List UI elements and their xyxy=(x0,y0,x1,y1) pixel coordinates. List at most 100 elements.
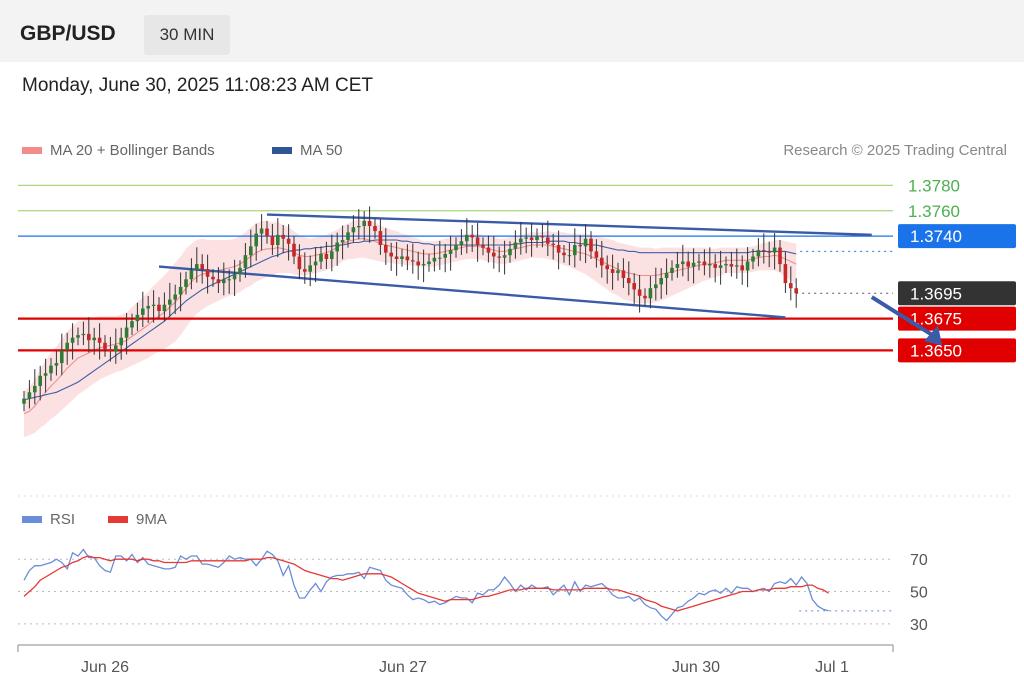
candle-body xyxy=(513,242,518,249)
legend-rsi: RSI xyxy=(22,511,75,528)
candle-body xyxy=(519,238,523,243)
support-label-box xyxy=(898,306,1016,331)
candle-body xyxy=(405,256,410,261)
candle-body xyxy=(211,276,215,280)
rsi-ma-line xyxy=(23,555,829,612)
candle-body xyxy=(562,252,566,256)
candle-body xyxy=(637,289,642,296)
candle-body xyxy=(567,255,572,257)
forecast-arrow-head xyxy=(924,325,942,346)
candle-body xyxy=(103,342,107,350)
candle-body xyxy=(60,350,64,364)
candle-body xyxy=(81,333,86,336)
candle-body xyxy=(481,245,485,248)
legend-ma50-label: MA 50 xyxy=(300,142,343,159)
candle-body xyxy=(556,245,561,253)
candle-body xyxy=(708,264,712,266)
candle-body xyxy=(357,226,361,228)
candle-body xyxy=(789,283,793,289)
candle-body xyxy=(146,305,150,309)
ma20-line xyxy=(23,238,797,415)
candle-body xyxy=(276,234,280,246)
candle-body xyxy=(421,264,426,266)
candle-body xyxy=(222,279,226,284)
candle-body xyxy=(265,228,269,237)
candle-body xyxy=(33,385,37,393)
pivot-label: 1.3740 xyxy=(910,227,962,246)
candle-body xyxy=(691,262,696,267)
candle-body xyxy=(508,248,512,256)
candle-body xyxy=(270,236,275,246)
candle-body xyxy=(448,250,453,254)
candle-body xyxy=(438,257,442,259)
candle-body xyxy=(643,295,647,299)
candle-body xyxy=(524,237,528,239)
candle-body xyxy=(486,247,491,253)
resistance-label: 1.3760 xyxy=(908,202,960,221)
candle-body xyxy=(367,220,372,226)
legend-rsi-label: RSI xyxy=(50,511,76,528)
support-label: 1.3675 xyxy=(910,310,962,329)
candle-body xyxy=(756,250,761,257)
candle-body xyxy=(254,233,258,247)
candle-body xyxy=(713,264,717,268)
candle-body xyxy=(427,261,431,265)
candle-body xyxy=(216,279,221,284)
candle-body xyxy=(470,234,474,238)
candle-body xyxy=(76,335,80,338)
candle-body xyxy=(54,363,59,366)
candle-body xyxy=(119,337,123,346)
datetime-label: Monday, June 30, 2025 11:08:23 AM CET xyxy=(22,75,374,96)
candle-body xyxy=(718,265,723,268)
candle-body xyxy=(616,270,620,273)
candle-body xyxy=(573,245,577,256)
candle-body xyxy=(648,288,653,299)
candle-body xyxy=(178,286,183,295)
candle-body xyxy=(227,279,231,281)
candle-body xyxy=(286,238,291,244)
candle-body xyxy=(627,278,631,284)
candle-body xyxy=(578,245,582,247)
candle-body xyxy=(43,373,48,376)
candle-body xyxy=(497,256,501,258)
candle-body xyxy=(740,265,744,271)
candle-body xyxy=(189,270,194,280)
candle-body xyxy=(351,227,356,233)
candle-body xyxy=(794,288,798,294)
candle-body xyxy=(724,264,728,266)
candle-body xyxy=(697,261,701,263)
candle-body xyxy=(238,267,242,275)
candle-body xyxy=(162,304,167,312)
candle-body xyxy=(87,333,91,341)
candle-body xyxy=(594,251,599,258)
timeframe-badge[interactable]: 30 MIN xyxy=(144,15,230,55)
candle-body xyxy=(432,257,437,262)
legend-9ma: 9MA xyxy=(108,511,167,528)
rsi-tick-label: 50 xyxy=(910,585,928,602)
candle-body xyxy=(297,256,302,270)
candle-body xyxy=(335,242,339,252)
candle-body xyxy=(502,255,507,258)
candle-body xyxy=(173,294,177,300)
ma50-swatch xyxy=(272,147,292,154)
trend-channel-lower xyxy=(158,265,786,319)
candle-body xyxy=(778,247,782,265)
current-label: 1.3695 xyxy=(910,284,962,303)
candle-body xyxy=(49,365,53,374)
forecast-arrow-shaft xyxy=(870,295,938,340)
candle-body xyxy=(281,234,285,239)
legend-ma50: MA 50 xyxy=(272,142,343,159)
candle-body xyxy=(632,283,636,290)
trend-channel-upper xyxy=(266,213,872,237)
candle-body xyxy=(308,265,312,272)
candle-body xyxy=(135,314,140,322)
candle-body xyxy=(783,264,788,284)
legend-ma20: MA 20 + Bollinger Bands xyxy=(22,142,215,159)
candle-body xyxy=(249,246,253,256)
candle-body xyxy=(324,253,329,259)
candle-body xyxy=(475,237,480,246)
rsi-line xyxy=(23,548,829,622)
ma9-swatch xyxy=(108,516,128,523)
candle-body xyxy=(130,321,134,328)
